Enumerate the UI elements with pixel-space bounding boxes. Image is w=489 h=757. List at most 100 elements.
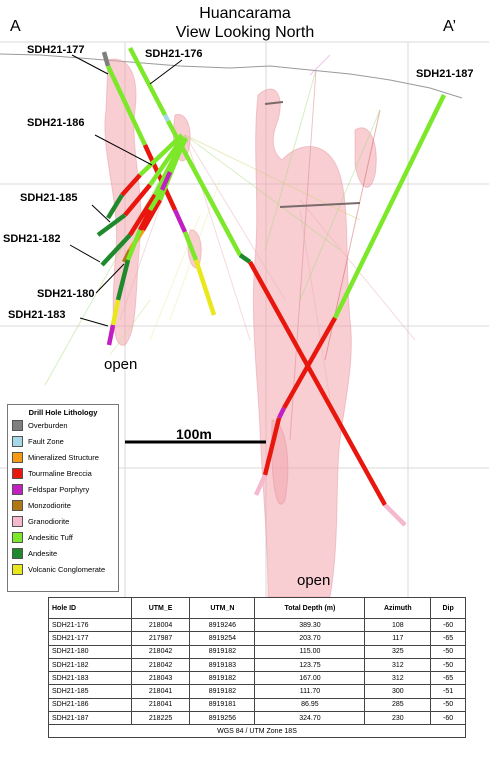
table-cell: SDH21-185 (48, 684, 132, 699)
table-row: SDH21-185 218041 8919182 111.70 300 -51 (48, 684, 466, 699)
topography-line (0, 53, 463, 99)
projected-holes (44, 54, 416, 441)
table-cell: SDH21-177 (48, 631, 132, 646)
hole-label-sdh21-180: SDH21-180 (37, 288, 95, 300)
table-cell: -65 (430, 631, 466, 646)
table-cell: 8919182 (189, 684, 256, 699)
legend-item: Mineralized Structure (12, 449, 118, 465)
table-cell: 123.75 (254, 657, 366, 673)
table-cell: SDH21-182 (48, 657, 132, 673)
legend-item: Monzodiorite (12, 497, 118, 513)
column-header: Dip (430, 597, 466, 619)
column-header: UTM_N (189, 597, 256, 619)
legend-swatch (12, 499, 23, 511)
table-cell: 312 (364, 671, 432, 686)
hole-label-sdh21-186: SDH21-186 (27, 117, 85, 129)
legend-item: Feldspar Porphyry (12, 481, 118, 497)
table-cell: 8919254 (189, 631, 256, 646)
table-cell: 108 (364, 617, 432, 633)
table-cell: 325 (364, 644, 432, 659)
table-cell: 8919246 (189, 617, 256, 633)
datum-note: WGS 84 / UTM Zone 18S (48, 724, 466, 739)
drill-hole-sdh21-183 (106, 137, 189, 346)
table-cell: -60 (430, 711, 466, 726)
legend-label: Mineralized Structure (28, 452, 99, 462)
legend-item: Fault Zone (12, 433, 118, 449)
scale-bar-label: 100m (176, 426, 212, 442)
table-cell: 218041 (130, 684, 191, 699)
table-cell: 8919183 (189, 657, 256, 673)
section-subtitle: View Looking North (175, 24, 315, 41)
hole-label-sdh21-185: SDH21-185 (20, 192, 78, 204)
legend-swatch (12, 467, 23, 479)
legend-item: Overburden (12, 417, 118, 433)
table-footer-row: WGS 84 / UTM Zone 18S (48, 724, 466, 739)
hole-label-sdh21-182: SDH21-182 (3, 233, 61, 245)
table-cell: 218042 (130, 644, 191, 659)
legend-swatch (12, 531, 23, 543)
drill-hole-sdh21-187 (253, 94, 447, 496)
legend-label: Andesitic Tuff (28, 532, 73, 542)
table-cell: 8919181 (189, 697, 256, 713)
legend-label: Monzodiorite (28, 500, 71, 510)
legend-swatch (12, 483, 23, 495)
drill-hole-sdh21-186 (106, 133, 184, 220)
legend-label: Granodiorite (28, 516, 70, 526)
legend-item: Tourmaline Breccia (12, 465, 118, 481)
column-header: Hole ID (48, 597, 132, 619)
table-cell: SDH21-176 (48, 617, 132, 633)
table-cell: 312 (364, 657, 432, 673)
legend-title: Drill Hole Lithology (28, 408, 98, 417)
drill-hole-table: Hole ID UTM_E UTM_N Total Depth (m) Azim… (48, 597, 466, 739)
drill-hole-traces (96, 46, 447, 527)
table-cell: 218043 (130, 671, 191, 686)
table-cell: SDH21-180 (48, 644, 132, 659)
table-cell: SDH21-187 (48, 711, 132, 726)
column-header: Total Depth (m) (254, 597, 366, 619)
legend-item: Volcanic Conglomerate (12, 561, 118, 577)
legend-label: Fault Zone (28, 436, 64, 446)
legend-label: Volcanic Conglomerate (28, 564, 106, 574)
legend-label: Tourmaline Breccia (28, 468, 92, 478)
section-start-label: A (10, 18, 21, 35)
table-cell: SDH21-186 (48, 697, 132, 713)
table-cell: -50 (430, 697, 466, 713)
table-row: SDH21-180 218042 8919182 115.00 325 -50 (48, 644, 466, 659)
drill-hole-sdh21-177 (101, 51, 217, 316)
legend-swatch (12, 547, 23, 559)
section-end-label: A’ (443, 18, 457, 35)
column-header: UTM_E (130, 597, 191, 619)
table-cell: -60 (430, 617, 466, 633)
table-row: SDH21-176 218004 8919246 389.30 108 -60 (48, 617, 466, 633)
table-row: SDH21-183 218043 8919182 167.00 312 -65 (48, 671, 466, 686)
table-cell: 86.95 (254, 697, 366, 713)
table-cell: 230 (364, 711, 432, 726)
legend-label: Overburden (28, 420, 68, 430)
table-header-row: Hole ID UTM_E UTM_N Total Depth (m) Azim… (48, 597, 466, 619)
table-cell: 8919182 (189, 671, 256, 686)
legend-swatch (12, 515, 23, 527)
legend-swatch (12, 435, 23, 447)
table-row: SDH21-186 218041 8919181 86.95 285 -50 (48, 697, 466, 713)
open-label-right: open (297, 572, 331, 589)
table-cell: 203.70 (254, 631, 366, 646)
table-cell: -50 (430, 657, 466, 673)
legend-swatch (12, 563, 23, 575)
table-cell: -51 (430, 684, 466, 699)
legend-item: Granodiorite (12, 513, 118, 529)
table-row: SDH21-177 217987 8919254 203.70 117 -65 (48, 631, 466, 646)
table-cell: 111.70 (254, 684, 366, 699)
breccia-bodies (104, 58, 377, 598)
table-cell: 389.30 (254, 617, 366, 633)
section-title: Huancarama (199, 5, 291, 22)
table-cell: SDH21-183 (48, 671, 132, 686)
table-cell: -65 (430, 671, 466, 686)
hole-label-sdh21-187: SDH21-187 (416, 68, 474, 80)
legend-item: Andesite (12, 545, 118, 561)
table-cell: 218041 (130, 697, 191, 713)
legend-label: Andesite (28, 548, 58, 558)
table-cell: 117 (364, 631, 432, 646)
table-cell: 217987 (130, 631, 191, 646)
column-header: Azimuth (364, 597, 432, 619)
